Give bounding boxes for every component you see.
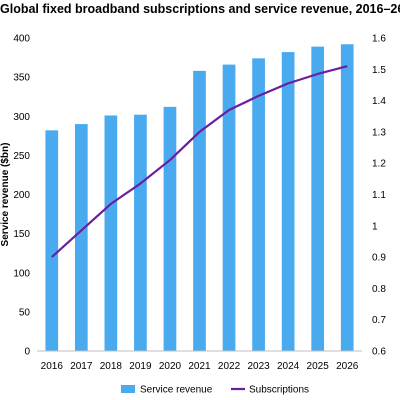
y2-tick-label: 1 — [372, 221, 378, 232]
x-tick-label: 2021 — [188, 361, 211, 372]
bar-service-revenue-2023 — [252, 58, 265, 351]
bar-service-revenue-2026 — [340, 44, 354, 351]
y-axis-title: Service revenue ($bn) — [0, 143, 11, 247]
bar-service-revenue-2020 — [163, 106, 177, 351]
bar-service-revenue-2019 — [134, 114, 147, 351]
y-tick-label: 400 — [13, 34, 30, 45]
bar-service-revenue-2021 — [193, 70, 206, 352]
y-tick-label: 250 — [13, 151, 30, 162]
y2-tick-label: 1.3 — [372, 127, 386, 138]
bar-service-revenue-2018 — [104, 115, 118, 351]
bar-service-revenue-2025 — [311, 46, 325, 352]
y2-tick-label: 1.2 — [372, 159, 386, 170]
x-tick-label: 2019 — [129, 361, 152, 372]
x-tick-label: 2022 — [218, 361, 241, 372]
y2-tick-label: 0.9 — [372, 253, 386, 264]
y2-tick-label: 0.6 — [372, 347, 386, 358]
y2-tick-label: 1.6 — [372, 34, 386, 45]
y-tick-label: 100 — [13, 268, 30, 279]
x-tick-label: 2025 — [307, 361, 330, 372]
legend-swatch-service-revenue — [121, 385, 135, 393]
y-tick-label: 300 — [13, 112, 30, 123]
y-tick-label: 50 — [19, 307, 31, 318]
bar-service-revenue-2024 — [281, 52, 295, 352]
y2-tick-label: 1.4 — [372, 96, 386, 107]
x-tick-label: 2018 — [100, 361, 123, 372]
x-tick-label: 2016 — [41, 361, 64, 372]
x-tick-label: 2020 — [159, 361, 182, 372]
x-tick-label: 2026 — [336, 361, 359, 372]
y-tick-label: 0 — [24, 347, 30, 358]
y-tick-label: 150 — [13, 229, 30, 240]
x-tick-label: 2017 — [70, 361, 93, 372]
y2-tick-label: 1.5 — [372, 65, 386, 76]
x-tick-label: 2024 — [277, 361, 300, 372]
y-tick-label: 200 — [13, 190, 30, 201]
x-tick-label: 2023 — [247, 361, 270, 372]
chart-title: Global fixed broadband subscriptions and… — [0, 2, 400, 16]
legend-label-subscriptions: Subscriptions — [249, 385, 309, 396]
bar-service-revenue-2017 — [74, 124, 88, 351]
legend-label-service-revenue: Service revenue — [140, 385, 213, 396]
y-tick-label: 350 — [13, 73, 30, 84]
y2-tick-label: 0.7 — [372, 315, 386, 326]
bar-service-revenue-2022 — [222, 64, 236, 351]
y2-tick-label: 0.8 — [372, 284, 386, 295]
y2-tick-label: 1.1 — [372, 190, 386, 201]
bar-service-revenue-2016 — [45, 130, 59, 351]
